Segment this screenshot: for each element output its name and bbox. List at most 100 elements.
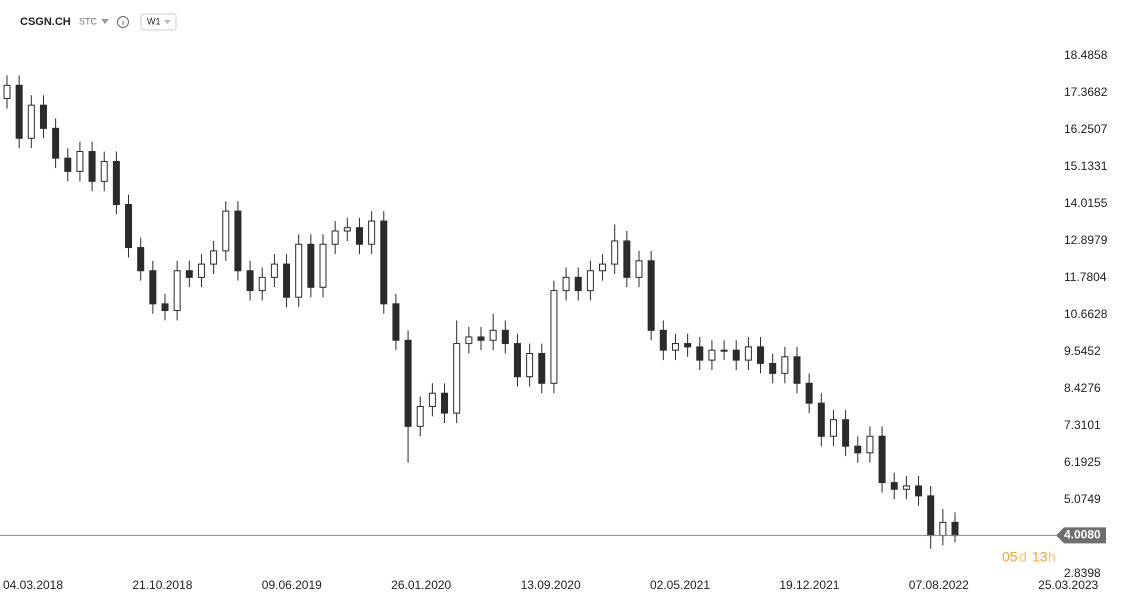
- candle-body: [125, 204, 133, 249]
- candle-body: [404, 339, 412, 427]
- y-tick-label: 6.1925: [1064, 455, 1101, 469]
- y-tick-label: 18.4858: [1064, 48, 1108, 62]
- candle-body: [829, 419, 837, 437]
- candle-body: [720, 349, 728, 352]
- candle-body: [732, 349, 740, 361]
- candle-body: [428, 392, 436, 407]
- candle-body: [842, 419, 850, 447]
- candle-body: [15, 84, 23, 139]
- x-tick-label: 19.12.2021: [779, 578, 839, 592]
- candle-body: [696, 346, 704, 361]
- candle-body: [586, 270, 594, 292]
- candle-body: [574, 276, 582, 292]
- candle-body: [222, 210, 230, 252]
- y-tick-label: 16.2507: [1064, 122, 1108, 136]
- candle-body: [781, 356, 789, 374]
- candle-body: [501, 329, 509, 345]
- candle-body: [3, 84, 11, 100]
- candle-body: [64, 157, 72, 172]
- candle-body: [659, 329, 667, 351]
- candle-body: [915, 485, 923, 497]
- candle-body: [234, 210, 242, 272]
- candle-body: [283, 263, 291, 298]
- candle-body: [513, 343, 521, 378]
- candle-body: [355, 227, 363, 245]
- candle-body: [52, 127, 60, 159]
- candle-body: [258, 276, 266, 292]
- y-tick-label: 8.4276: [1064, 381, 1101, 395]
- candle-body: [623, 240, 631, 278]
- candle-body: [453, 343, 461, 414]
- y-tick-label: 2.8398: [1064, 566, 1101, 580]
- y-tick-label: 10.6628: [1064, 307, 1108, 321]
- candle-body: [295, 243, 303, 298]
- candle-body: [137, 247, 145, 272]
- candle-body: [538, 352, 546, 384]
- candle-body: [210, 250, 218, 265]
- candle-body: [671, 343, 679, 351]
- candle-body: [197, 263, 205, 278]
- x-tick-label: 21.10.2018: [132, 578, 192, 592]
- candle-body: [708, 349, 716, 361]
- chart-mode[interactable]: STC: [79, 16, 98, 26]
- candle-body: [185, 270, 193, 278]
- candle-body: [744, 346, 752, 361]
- countdown-hours: 13: [1032, 549, 1048, 565]
- timeframe-arrow: [164, 20, 171, 24]
- candle-body: [319, 243, 327, 288]
- candle-body: [526, 352, 534, 378]
- symbol[interactable]: CSGN.CH: [20, 16, 71, 28]
- x-tick-label: 09.06.2019: [262, 578, 322, 592]
- candle-body: [951, 521, 959, 537]
- candle-body: [392, 303, 400, 341]
- last-price-label: 4.0080: [1064, 527, 1101, 541]
- candle-body: [757, 346, 765, 364]
- y-tick-label: 17.3682: [1064, 85, 1108, 99]
- candle-body: [368, 220, 376, 245]
- candle-body: [416, 405, 424, 427]
- candle-body: [793, 356, 801, 384]
- x-tick-label: 04.03.2018: [3, 578, 63, 592]
- candle-body: [769, 362, 777, 374]
- candle-body: [805, 382, 813, 404]
- x-tick-label: 07.08.2022: [909, 578, 969, 592]
- candle-body: [927, 495, 935, 537]
- candle-body: [684, 343, 692, 348]
- y-tick-label: 5.0749: [1064, 492, 1101, 506]
- candle-body: [890, 482, 898, 490]
- candle-body: [939, 521, 947, 537]
- candle-body: [173, 270, 181, 311]
- candle-body: [270, 263, 278, 278]
- candle-body: [611, 240, 619, 265]
- y-tick-label: 7.3101: [1064, 418, 1101, 432]
- x-tick-label: 26.01.2020: [391, 578, 451, 592]
- candle-body: [878, 435, 886, 484]
- info-icon[interactable]: [117, 16, 129, 28]
- candle-body: [39, 104, 47, 129]
- candle-body: [27, 104, 35, 139]
- dropdown-arrow[interactable]: [101, 19, 109, 24]
- y-tick-label: 11.7804: [1064, 270, 1107, 284]
- candle-body: [465, 336, 473, 345]
- candle-body: [331, 230, 339, 245]
- candle-body: [866, 435, 874, 454]
- countdown-days: 05: [1002, 549, 1018, 565]
- x-tick-label: 13.09.2020: [521, 578, 581, 592]
- candle-body: [112, 160, 120, 206]
- candle-body: [550, 290, 558, 384]
- y-tick-label: 12.8979: [1064, 233, 1108, 247]
- candle-body: [343, 227, 351, 232]
- timeframe[interactable]: W1: [147, 16, 161, 26]
- candle-body: [441, 392, 449, 414]
- x-tick-label: 02.05.2021: [650, 578, 710, 592]
- timeframe-box[interactable]: [140, 13, 177, 31]
- candle-body: [647, 260, 655, 331]
- candle-body: [380, 220, 388, 305]
- candle-body: [902, 485, 910, 490]
- candle-body: [307, 243, 315, 288]
- candle-body: [477, 336, 485, 341]
- candle-body: [76, 151, 84, 172]
- y-tick-label: 14.0155: [1064, 196, 1108, 210]
- y-tick-label: 9.5452: [1064, 344, 1101, 358]
